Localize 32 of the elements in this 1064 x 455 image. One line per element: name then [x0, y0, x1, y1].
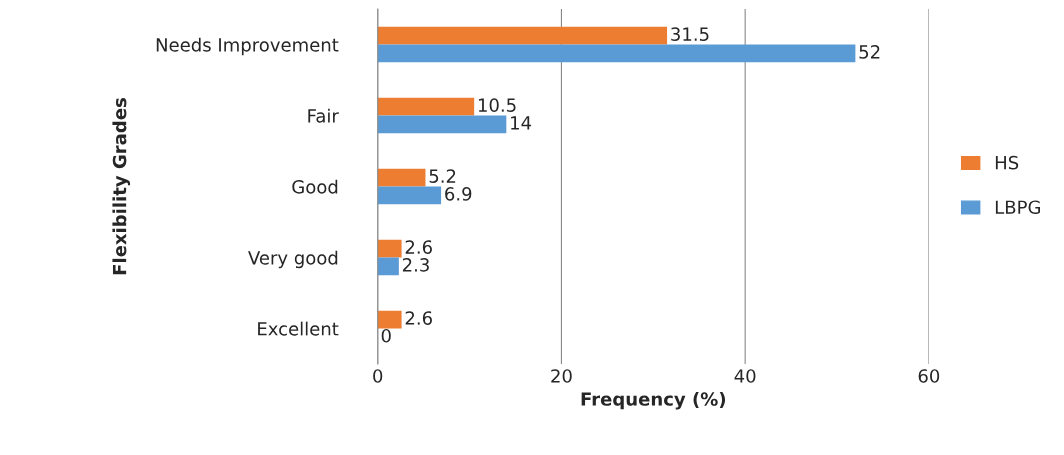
data-label: 5.2: [429, 169, 456, 183]
y-tick-label: Excellent: [258, 321, 339, 336]
x-tick-label: 0: [373, 369, 383, 383]
bar: [377, 239, 402, 258]
data-label: 6.9: [445, 187, 472, 201]
bar: [377, 26, 668, 45]
y-tick-label: Good: [292, 179, 338, 194]
x-axis-title: Frequency (%): [581, 391, 726, 410]
bar: [377, 44, 856, 63]
x-tick-label: 60: [918, 369, 940, 383]
data-label: 2.3: [402, 257, 429, 272]
bar: [377, 257, 399, 276]
data-label: 0: [381, 328, 391, 343]
x-tick-label: 40: [734, 369, 756, 383]
data-label: 2.6: [405, 311, 432, 325]
bar: [377, 115, 507, 134]
data-label: 31.5: [671, 27, 709, 41]
y-tick-label: Very good: [248, 250, 338, 269]
legend-label: HS: [995, 155, 1019, 170]
data-label: 2.6: [405, 240, 432, 254]
bar: [377, 97, 475, 116]
legend-label: LBPG: [995, 200, 1040, 215]
bar: [377, 310, 402, 329]
y-tick-label: Fair: [308, 108, 339, 123]
y-axis-title: Flexibility Grades: [112, 98, 131, 275]
data-label: 52: [859, 45, 880, 59]
data-label: 10.5: [478, 98, 516, 112]
bar: [377, 168, 426, 187]
data-label: 14: [511, 116, 532, 130]
y-tick-label: Needs Improvement: [156, 37, 339, 56]
x-tick-label: 20: [551, 369, 572, 383]
bar: [377, 186, 442, 205]
